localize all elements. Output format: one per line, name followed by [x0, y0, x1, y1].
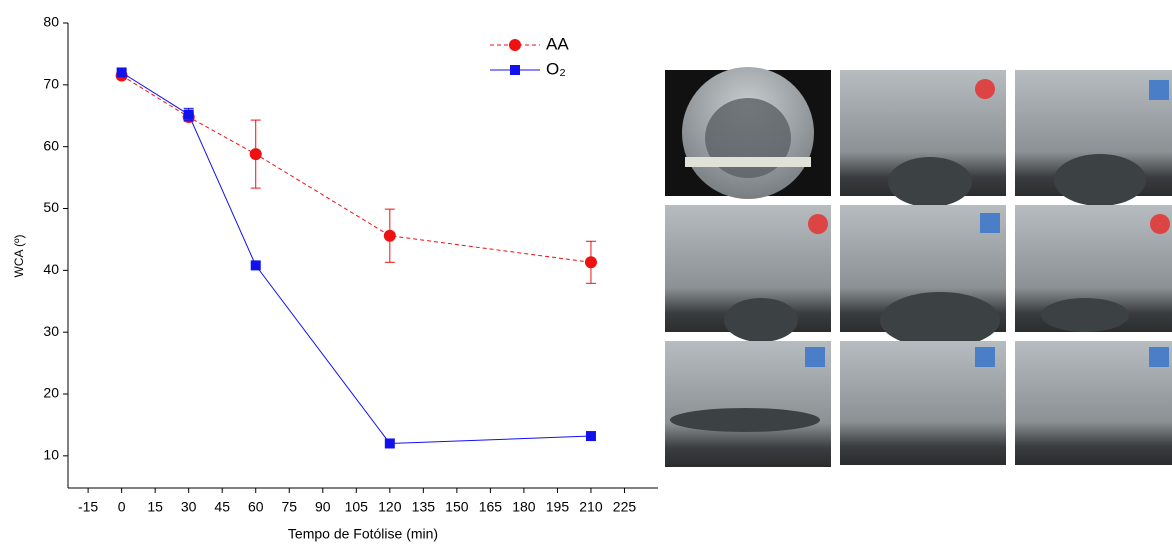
y-tick-label: 50 — [43, 199, 59, 215]
y-tick-label: 30 — [43, 323, 59, 339]
data-point — [585, 431, 596, 442]
x-tick-label: 180 — [512, 499, 536, 515]
data-point — [250, 260, 261, 271]
y-tick-label: 60 — [43, 137, 59, 153]
x-tick-label: 195 — [546, 499, 570, 515]
x-tick-label: 60 — [248, 499, 264, 515]
y-tick-label: 80 — [43, 14, 59, 30]
data-point — [584, 256, 597, 269]
x-tick-label: 45 — [214, 499, 230, 515]
photo-panels — [665, 67, 1172, 467]
y-tick-label: 10 — [43, 447, 59, 463]
legend-marker — [510, 65, 520, 75]
x-axis-label: Tempo de Fotólise (min) — [288, 526, 438, 542]
y-tick-label: 20 — [43, 385, 59, 401]
x-tick-label: 30 — [181, 499, 197, 515]
data-point — [383, 229, 396, 242]
x-tick-label: 75 — [281, 499, 297, 515]
x-tick-label: 150 — [445, 499, 469, 515]
data-point — [116, 67, 127, 78]
series-line — [121, 72, 591, 444]
x-tick-label: 105 — [345, 499, 369, 515]
x-tick-label: 90 — [315, 499, 331, 515]
x-tick-label: 135 — [412, 499, 436, 515]
legend-label: AA — [546, 34, 569, 53]
x-tick-label: 0 — [118, 499, 126, 515]
data-point — [183, 109, 194, 120]
x-tick-label: 225 — [613, 499, 637, 515]
x-tick-label: -15 — [78, 499, 98, 515]
x-tick-label: 165 — [479, 499, 503, 515]
x-tick-label: 15 — [147, 499, 163, 515]
data-point — [249, 148, 262, 161]
x-tick-label: 210 — [579, 499, 603, 515]
x-tick-label: 120 — [378, 499, 402, 515]
y-axis-label: WCA (º) — [12, 234, 26, 277]
y-tick-label: 70 — [43, 76, 59, 92]
data-point — [384, 438, 395, 449]
legend-marker — [509, 39, 521, 51]
series-line — [121, 75, 592, 263]
y-tick-label: 40 — [43, 261, 59, 277]
legend-label: O₂ — [546, 59, 566, 78]
